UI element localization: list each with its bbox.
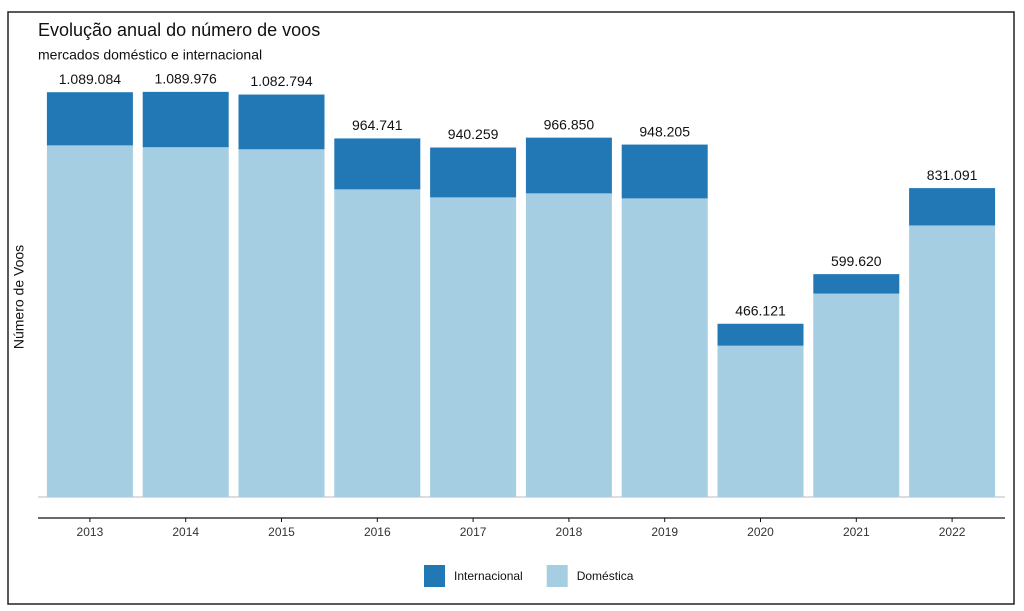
total-label: 1.082.794 xyxy=(250,73,312,89)
bar-segment xyxy=(717,345,804,497)
bar-segment xyxy=(334,138,421,190)
bar-segment xyxy=(430,197,517,497)
bar-segment xyxy=(717,323,804,346)
legend-swatch xyxy=(424,565,445,587)
bar-segment xyxy=(238,94,325,150)
bar-segment xyxy=(621,198,708,497)
x-tick-label: 2020 xyxy=(747,525,774,539)
x-tick-label: 2019 xyxy=(651,525,678,539)
legend-label: Internacional xyxy=(454,569,523,583)
x-tick-label: 2022 xyxy=(939,525,966,539)
total-label: 948.205 xyxy=(639,123,690,139)
x-tick-label: 2013 xyxy=(77,525,104,539)
x-tick-label: 2015 xyxy=(268,525,295,539)
bar-segment xyxy=(813,274,900,294)
total-label: 466.121 xyxy=(735,302,786,318)
bar-segment xyxy=(909,188,996,226)
total-label: 966.850 xyxy=(544,116,595,132)
total-label: 599.620 xyxy=(831,253,882,269)
bar-segment xyxy=(525,193,612,497)
total-label: 831.091 xyxy=(927,167,978,183)
bar-segment xyxy=(238,149,325,497)
bar-segment xyxy=(430,147,517,198)
bar-segment xyxy=(142,147,229,497)
x-tick-label: 2017 xyxy=(460,525,487,539)
x-tick-label: 2018 xyxy=(556,525,583,539)
bar-segment xyxy=(909,225,996,497)
x-tick-label: 2021 xyxy=(843,525,870,539)
bar-segment xyxy=(142,91,229,148)
bar-segment xyxy=(813,293,900,497)
chart-subtitle: mercados doméstico e internacional xyxy=(38,47,262,63)
legend-label: Doméstica xyxy=(577,569,634,583)
total-label: 1.089.084 xyxy=(59,71,121,87)
legend-swatch xyxy=(546,565,568,587)
y-axis-label: Número de Voos xyxy=(11,245,27,349)
x-tick-label: 2016 xyxy=(364,525,391,539)
bar-segment xyxy=(621,144,708,199)
total-label: 1.089.976 xyxy=(155,71,217,87)
total-label: 940.259 xyxy=(448,126,499,142)
total-label: 964.741 xyxy=(352,117,403,133)
bar-segment xyxy=(46,92,133,146)
chart-title: Evolução anual do número de voos xyxy=(38,20,320,40)
bar-segment xyxy=(334,189,421,497)
bar-segment xyxy=(46,145,133,497)
x-tick-label: 2014 xyxy=(172,525,199,539)
bar-segment xyxy=(525,137,612,194)
